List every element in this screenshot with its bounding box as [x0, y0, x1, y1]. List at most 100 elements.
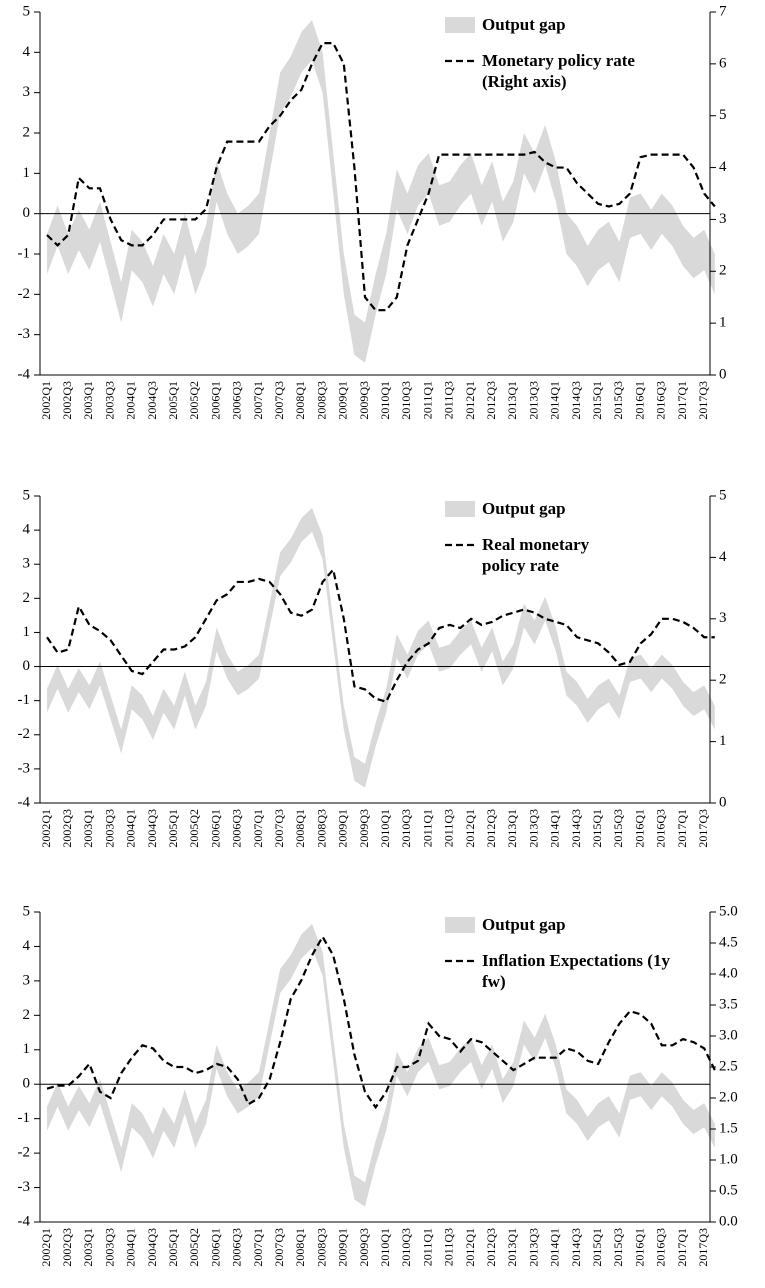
y-tick-label: -3	[18, 1179, 31, 1195]
y-tick-label: 3	[23, 556, 31, 572]
x-tick-label: 2012Q3	[484, 381, 498, 420]
y2-tick-label: 3.5	[719, 996, 738, 1012]
x-tick-label: 2007Q1	[251, 809, 265, 848]
y-tick-label: 5	[23, 903, 31, 919]
legend-swatch	[445, 917, 475, 933]
legend-swatch	[445, 17, 475, 33]
y2-tick-label: 2	[719, 263, 727, 279]
y-tick-label: -4	[18, 1213, 31, 1229]
x-tick-label: 2014Q3	[569, 381, 583, 420]
x-tick-label: 2013Q3	[526, 1228, 540, 1267]
x-tick-label: 2012Q1	[463, 381, 477, 420]
x-tick-label: 2014Q3	[569, 1228, 583, 1267]
x-tick-label: 2006Q3	[230, 809, 244, 848]
x-tick-label: 2015Q1	[590, 381, 604, 420]
x-tick-label: 2013Q1	[505, 809, 519, 848]
y-tick-label: -1	[18, 692, 31, 708]
y-tick-label: -1	[18, 1110, 31, 1126]
x-tick-label: 2011Q1	[420, 809, 434, 847]
y-tick-label: -1	[18, 245, 31, 261]
y2-tick-label: 3	[719, 610, 727, 626]
y-tick-label: 1	[23, 1041, 31, 1057]
y2-tick-label: 4	[719, 159, 727, 175]
y2-tick-label: 7	[719, 3, 727, 19]
x-tick-label: 2017Q3	[696, 1228, 710, 1267]
x-tick-label: 2002Q3	[60, 809, 74, 848]
x-tick-label: 2009Q3	[357, 809, 371, 848]
y2-tick-label: 0.0	[719, 1213, 738, 1229]
x-tick-label: 2013Q3	[526, 809, 540, 848]
x-tick-label: 2007Q3	[272, 381, 286, 420]
x-tick-label: 2007Q1	[251, 381, 265, 420]
y2-tick-label: 5.0	[719, 903, 738, 919]
y-tick-label: -2	[18, 1145, 31, 1161]
x-tick-label: 2015Q1	[590, 1228, 604, 1267]
x-tick-label: 2013Q1	[505, 1228, 519, 1267]
x-tick-label: 2010Q1	[378, 381, 392, 420]
y2-tick-label: 1.5	[719, 1120, 738, 1136]
x-tick-label: 2006Q1	[208, 381, 222, 420]
x-tick-label: 2010Q1	[378, 1228, 392, 1267]
x-tick-label: 2009Q3	[357, 1228, 371, 1267]
y-tick-label: 1	[23, 165, 31, 181]
legend-label: Monetary policy rate (Right axis)	[482, 51, 635, 91]
x-tick-label: 2008Q1	[293, 381, 307, 420]
x-tick-label: 2004Q1	[124, 381, 138, 420]
rate-line	[46, 567, 715, 704]
y-tick-label: 0	[23, 205, 31, 221]
y2-tick-label: 2	[719, 672, 727, 688]
x-tick-label: 2014Q1	[548, 1228, 562, 1267]
y2-tick-label: 5	[719, 487, 727, 503]
x-tick-label: 2013Q3	[526, 381, 540, 420]
x-tick-label: 2005Q1	[166, 381, 180, 420]
x-tick-label: 2017Q1	[675, 809, 689, 848]
x-tick-label: 2016Q1	[632, 809, 646, 848]
x-tick-label: 2007Q3	[272, 1228, 286, 1267]
x-tick-label: 2014Q3	[569, 809, 583, 848]
x-tick-label: 2010Q3	[399, 1228, 413, 1267]
y2-tick-label: 6	[719, 55, 727, 71]
x-tick-label: 2016Q3	[654, 809, 668, 848]
y2-tick-label: 2.5	[719, 1058, 738, 1074]
x-tick-label: 2004Q3	[145, 1228, 159, 1267]
x-tick-label: 2017Q1	[675, 1228, 689, 1267]
y-tick-label: 2	[23, 1007, 31, 1023]
x-tick-label: 2003Q1	[81, 1228, 95, 1267]
x-tick-label: 2005Q2	[187, 1228, 201, 1267]
x-tick-label: 2003Q3	[102, 809, 116, 848]
y-tick-label: 5	[23, 3, 31, 19]
x-tick-label: 2009Q1	[336, 809, 350, 848]
legend-label: Output gap	[482, 915, 566, 934]
y-tick-label: 5	[23, 487, 31, 503]
x-tick-label: 2009Q1	[336, 1228, 350, 1267]
x-tick-label: 2012Q1	[463, 809, 477, 848]
x-tick-label: 2002Q3	[60, 381, 74, 420]
x-tick-label: 2017Q1	[675, 381, 689, 420]
x-tick-label: 2004Q3	[145, 809, 159, 848]
x-tick-label: 2006Q3	[230, 381, 244, 420]
y-tick-label: 0	[23, 1076, 31, 1092]
x-tick-label: 2011Q3	[442, 1228, 456, 1266]
x-tick-label: 2016Q3	[654, 381, 668, 420]
x-tick-label: 2006Q1	[208, 809, 222, 848]
x-tick-label: 2006Q1	[208, 1228, 222, 1267]
y-tick-label: -3	[18, 326, 31, 342]
y-tick-label: -3	[18, 760, 31, 776]
x-tick-label: 2010Q3	[399, 809, 413, 848]
x-tick-label: 2005Q1	[166, 1228, 180, 1267]
x-tick-label: 2016Q3	[654, 1228, 668, 1267]
legend-label: Inflation Expectations (1y fw)	[482, 951, 670, 991]
x-tick-label: 2003Q1	[81, 809, 95, 848]
x-tick-label: 2003Q3	[102, 381, 116, 420]
x-tick-label: 2002Q1	[39, 381, 53, 420]
x-tick-label: 2002Q1	[39, 809, 53, 848]
x-tick-label: 2007Q3	[272, 809, 286, 848]
x-tick-label: 2002Q1	[39, 1228, 53, 1267]
x-tick-label: 2004Q1	[124, 809, 138, 848]
y2-tick-label: 4	[719, 549, 727, 565]
x-tick-label: 2004Q3	[145, 381, 159, 420]
y-tick-label: 2	[23, 590, 31, 606]
y2-tick-label: 1.0	[719, 1151, 738, 1167]
